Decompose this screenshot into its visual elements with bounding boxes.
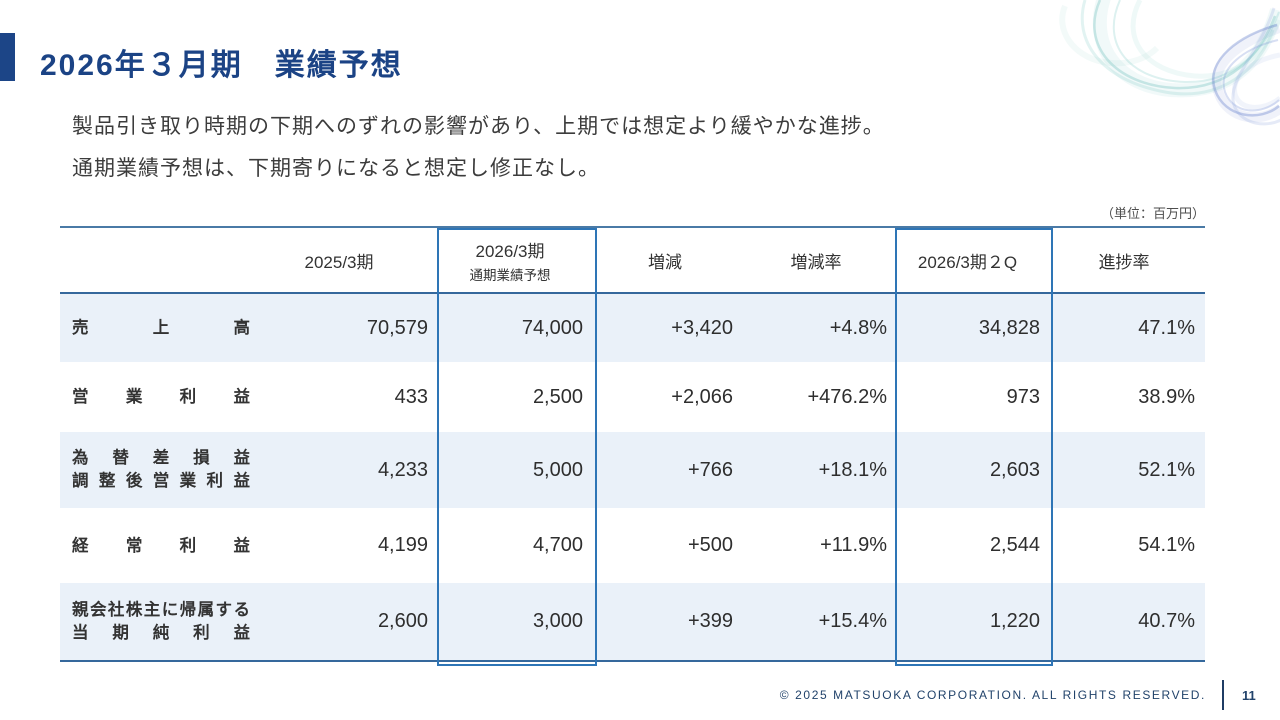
row-label: 親会社株主に帰属する当期純利益 [72, 600, 250, 642]
table-cell: 5,000 [532, 458, 583, 481]
table-cell: 2,544 [989, 534, 1040, 556]
table-cell: 4,233 [377, 458, 428, 481]
row-label: 経常利益 [72, 536, 250, 555]
table-header-cell: 2025/3期 [304, 252, 374, 272]
row-label: 為替差損益調整後営業利益 [72, 449, 250, 490]
slide-footer: © 2025 MATSUOKA CORPORATION. ALL RIGHTS … [780, 680, 1280, 710]
table-cell: 34,828 [978, 316, 1040, 339]
table-cell: 2,600 [377, 610, 428, 632]
table-row: 為替差損益調整後営業利益 4,233 5,000 +766 +18.1% 2,603 52.… [60, 432, 1205, 508]
table-cell: +500 [687, 534, 733, 556]
table-cell: 973 [1006, 385, 1040, 408]
copyright-text: © 2025 MATSUOKA CORPORATION. ALL RIGHTS … [779, 688, 1206, 702]
table-cell: 433 [394, 385, 428, 408]
table-cell: +15.4% [818, 610, 887, 632]
table-cell: +766 [687, 458, 733, 481]
table-row: 売上高 70,579 74,000 +3,420 +4.8% 34,828 47.1% [60, 294, 1205, 362]
performance-forecast-table: 2025/3期 2026/3期 通期業績予想 増減 増減率 2026/3期２Q 進捗率 売上… [60, 226, 1205, 666]
table-header-cell [60, 228, 250, 292]
title-accent-bar [0, 33, 15, 81]
summary-text: 製品引き取り時期の下期へのずれの影響があり、上期では想定より緩やかな進捗。 通期… [72, 106, 885, 190]
row-label: 売上高 [72, 319, 250, 337]
table-cell: 1,220 [989, 610, 1040, 632]
table-cell: 54.1% [1138, 534, 1195, 556]
table-cell: 47.1% [1138, 316, 1195, 339]
table-header-cell: 増減率 [790, 252, 842, 272]
table-cell: 2,603 [989, 458, 1040, 481]
table-header-row: 2025/3期 2026/3期 通期業績予想 増減 増減率 2026/3期２Q 進捗率 [60, 228, 1205, 294]
table-cell: 40.7% [1138, 610, 1195, 632]
table-row: 営業利益 433 2,500 +2,066 +476.2% 973 38.9% [60, 362, 1205, 432]
table-cell: 52.1% [1138, 458, 1195, 481]
table-cell: 74,000 [521, 316, 583, 339]
footer-divider [1222, 680, 1224, 710]
table-cell: +2,066 [671, 385, 733, 408]
table-cell: +4.8% [829, 316, 887, 339]
table-row: 親会社株主に帰属する当期純利益 2,600 3,000 +399 +15.4% 1,220… [60, 583, 1205, 660]
table-row: 経常利益 4,199 4,700 +500 +11.9% 2,544 54.1% [60, 508, 1205, 583]
table-cell: +399 [687, 610, 733, 632]
decorative-wave-graphic [1059, 0, 1280, 126]
summary-line-1: 製品引き取り時期の下期へのずれの影響があり、上期では想定より緩やかな進捗。 [72, 115, 885, 138]
table-cell: 4,700 [532, 534, 583, 556]
table-header-cell: 2026/3期２Q [917, 252, 1018, 272]
table-header-cell: 進捗率 [1098, 252, 1150, 272]
table-cell: 70,579 [366, 316, 428, 339]
table-cell: 38.9% [1138, 385, 1195, 408]
table-cell: +11.9% [820, 534, 887, 556]
table-cell: +3,420 [671, 316, 733, 339]
page-title: 2026年３月期 業績予想 [40, 49, 403, 82]
table-cell: +18.1% [818, 458, 887, 481]
table-cell: 3,000 [532, 610, 583, 632]
table-cell: +476.2% [807, 385, 887, 408]
table-cell: 2,500 [532, 385, 583, 408]
table-body: 売上高 70,579 74,000 +3,420 +4.8% 34,828 47.1% 営業利… [60, 294, 1205, 662]
table-header-cell: 2026/3期 通期業績予想 [469, 241, 551, 283]
table-header-cell: 増減 [648, 252, 682, 272]
unit-note: （単位：百万円） [1100, 206, 1205, 221]
page-number: 11 [1242, 687, 1256, 703]
row-label: 営業利益 [72, 388, 250, 406]
table-cell: 4,199 [377, 534, 428, 556]
summary-line-2: 通期業績予想は、下期寄りになると想定し修正なし。 [72, 157, 600, 180]
